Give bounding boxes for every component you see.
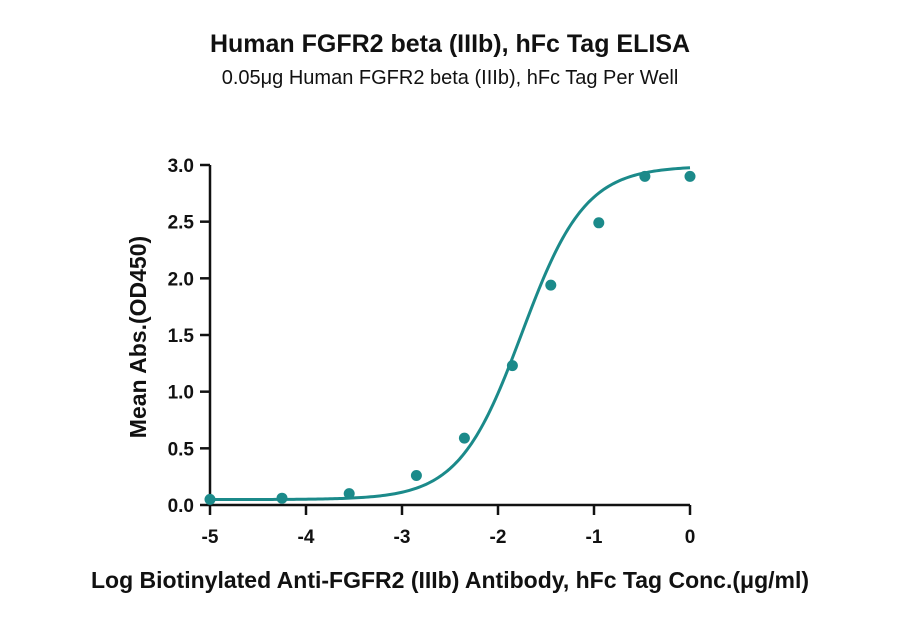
- y-tick-label: 2.0: [168, 269, 194, 290]
- data-point: [506, 360, 518, 372]
- x-tick-label: -4: [298, 527, 315, 548]
- y-tick-label: 0.0: [168, 496, 194, 517]
- data-point: [343, 488, 355, 500]
- y-axis-ticks: 0.0 0.5 1.0 1.5 2.0 2.5 3.0: [168, 156, 210, 517]
- chart-subtitle: 0.05μg Human FGFR2 beta (IIIb), hFc Tag …: [222, 67, 679, 89]
- x-tick-label: 0: [685, 527, 696, 548]
- data-point: [545, 279, 557, 291]
- data-point: [684, 170, 696, 182]
- x-tick-label: -2: [490, 527, 507, 548]
- y-axis-label: Mean Abs.(OD450): [125, 236, 151, 438]
- chart-title: Human FGFR2 beta (IIIb), hFc Tag ELISA: [210, 30, 690, 58]
- x-axis-ticks: -5 -4 -3 -2 -1 0: [202, 505, 696, 548]
- data-points: [204, 170, 696, 505]
- x-tick-label: -1: [586, 527, 603, 548]
- y-tick-label: 1.5: [168, 326, 195, 347]
- data-point: [276, 492, 288, 504]
- y-tick-label: 3.0: [168, 156, 194, 177]
- data-point: [593, 217, 605, 229]
- y-tick-label: 0.5: [168, 439, 195, 460]
- x-axis-label: Log Biotinylated Anti-FGFR2 (IIIb) Antib…: [91, 567, 809, 593]
- y-tick-label: 2.5: [168, 213, 195, 234]
- data-point: [639, 170, 651, 182]
- data-point: [204, 493, 216, 505]
- fit-curve: [210, 166, 691, 502]
- data-point: [458, 432, 470, 444]
- x-tick-label: -3: [394, 527, 411, 548]
- data-point: [410, 470, 422, 482]
- y-tick-label: 1.0: [168, 383, 194, 404]
- x-tick-label: -5: [202, 527, 219, 548]
- axes: 0.0 0.5 1.0 1.5 2.0 2.5 3.0 -5 -4 -3 -2 -1 0: [168, 156, 696, 548]
